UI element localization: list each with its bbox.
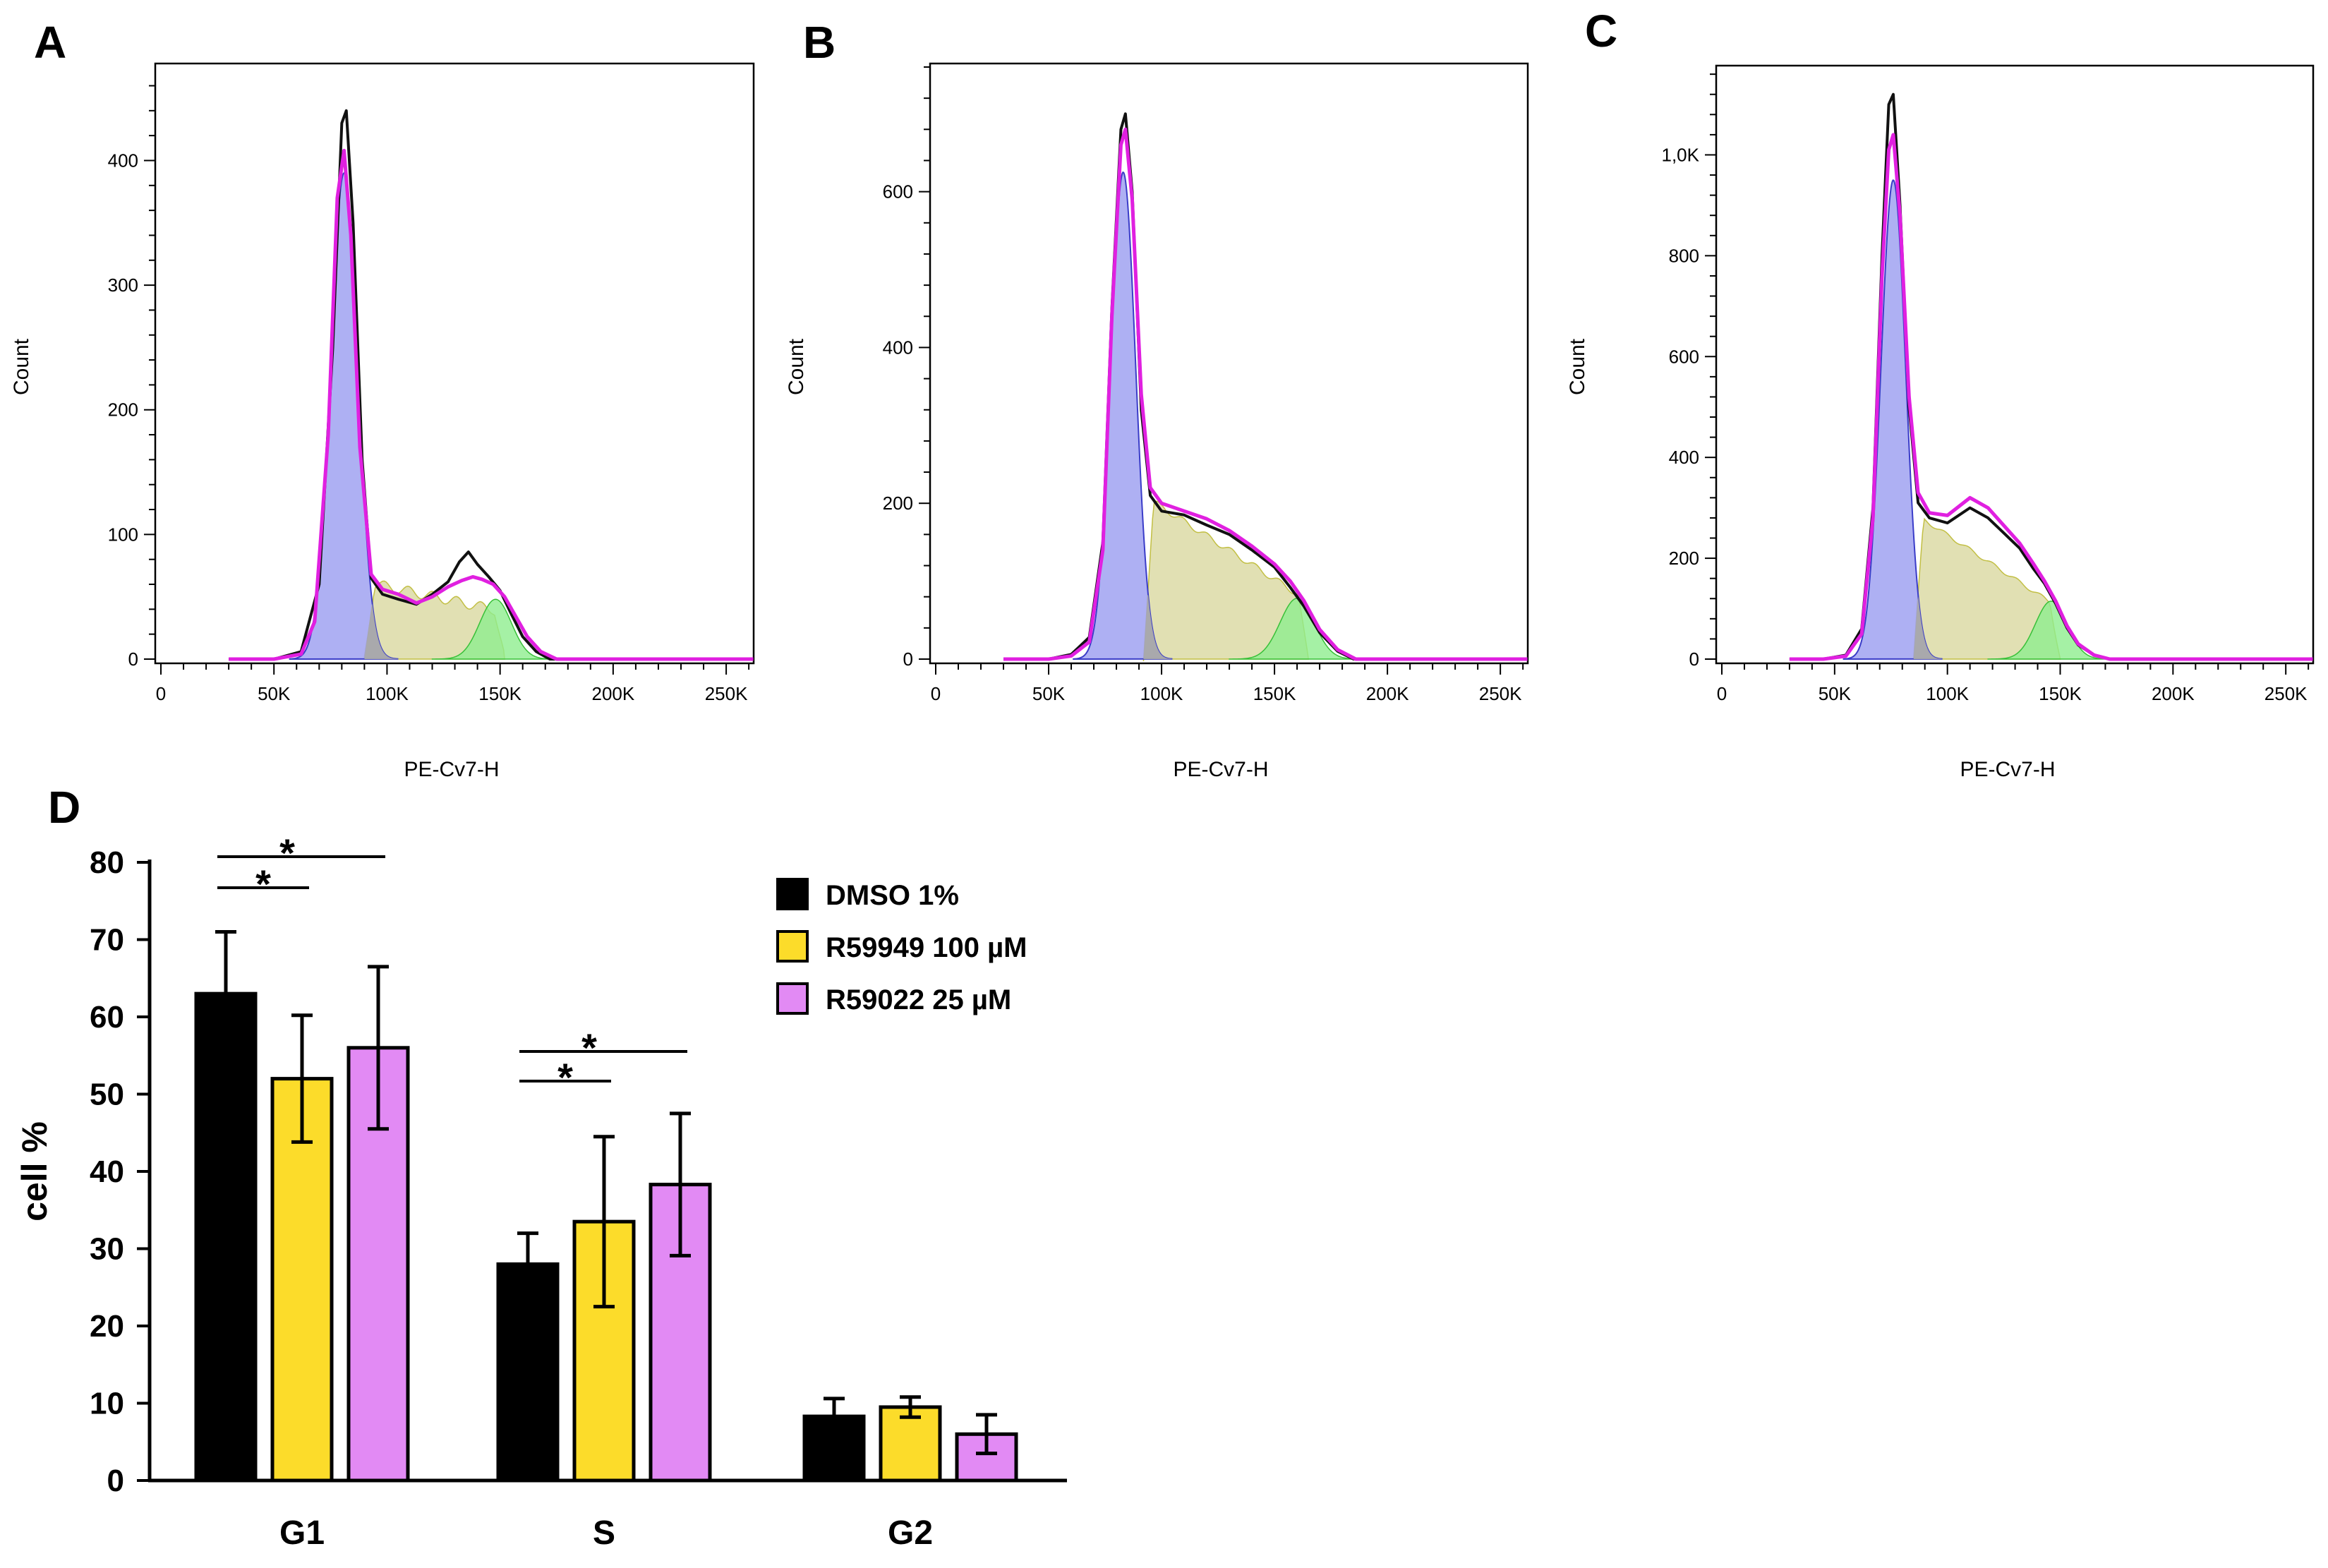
legend-swatch-1 bbox=[776, 878, 809, 910]
y-tick-label-b: 600 bbox=[883, 181, 913, 203]
bar-y-tick-label: 0 bbox=[107, 1464, 124, 1498]
bar-g1-series-2 bbox=[270, 1077, 334, 1483]
legend-label-1: DMSO 1% bbox=[826, 880, 959, 911]
y-tick-label-b: 400 bbox=[883, 337, 913, 358]
x-tick-label-b: 200K bbox=[1366, 683, 1409, 704]
y-tick-label-c: 1,0K bbox=[1662, 144, 1700, 165]
data-histogram-line-a bbox=[229, 148, 754, 661]
significance-star: * bbox=[557, 1055, 573, 1099]
x-axis-label-b: PE-Cv7-H bbox=[1173, 758, 1268, 781]
overlap-region-c bbox=[1913, 596, 1943, 659]
s-phase-fit-b bbox=[1142, 500, 1309, 661]
x-tick-label-c: 0 bbox=[1717, 683, 1727, 704]
bar-y-tick-label: 70 bbox=[90, 923, 124, 958]
y-tick-label-a: 400 bbox=[108, 150, 138, 171]
panel-label-c: C bbox=[1585, 6, 1617, 56]
bar-y-tick-label: 80 bbox=[90, 845, 124, 880]
y-tick-label-c: 200 bbox=[1669, 548, 1699, 569]
y-tick-label-c: 600 bbox=[1669, 346, 1699, 367]
significance-star: * bbox=[255, 862, 271, 906]
x-axis-label-c: PE-Cv7-H bbox=[1960, 758, 2055, 781]
y-axis-label-c: Count bbox=[1566, 338, 1589, 395]
bar-s-series-1 bbox=[496, 1262, 560, 1483]
bar-y-tick-label: 10 bbox=[90, 1387, 124, 1421]
g2-fit-a bbox=[431, 598, 559, 660]
y-tick-label-b: 0 bbox=[903, 649, 913, 670]
plot-frame-a bbox=[154, 62, 755, 665]
x-tick-label-c: 250K bbox=[2264, 683, 2308, 704]
x-tick-label-a: 200K bbox=[592, 683, 635, 704]
y-tick-label-c: 800 bbox=[1669, 245, 1699, 266]
g1-fit-c bbox=[1843, 179, 1943, 661]
g1-fit-b bbox=[1073, 171, 1173, 661]
y-tick-label-c: 0 bbox=[1689, 649, 1699, 670]
flow-panel-b: B 0 50K 100K 150K 200K 250K 0 200 400 600 PE-Cv7-… bbox=[785, 17, 1529, 781]
x-tick-label-a: 100K bbox=[366, 683, 409, 704]
y-tick-label-a: 100 bbox=[108, 524, 138, 545]
x-tick-label-c: 150K bbox=[2039, 683, 2082, 704]
y-axis-label-b: Count bbox=[785, 338, 808, 395]
y-tick-label-a: 200 bbox=[108, 399, 138, 421]
significance-star: * bbox=[279, 831, 295, 875]
overlap-region-b bbox=[1143, 594, 1174, 659]
y-tick-label-c: 400 bbox=[1669, 447, 1699, 468]
bar-category-label: S bbox=[593, 1514, 615, 1552]
s-phase-fit-c bbox=[1912, 517, 2061, 660]
x-tick-label-c: 50K bbox=[1819, 683, 1852, 704]
bar-y-axis-label: cell % bbox=[15, 1121, 54, 1222]
panel-label-a: A bbox=[34, 17, 66, 68]
flow-panel-a: A 0 50K 100K 150K 200K 250K 0 100 200 300 400 PE-C… bbox=[10, 17, 755, 781]
x-tick-label-b: 50K bbox=[1032, 683, 1066, 704]
bar-y-tick-label: 20 bbox=[90, 1309, 124, 1344]
bar-g2-series-2 bbox=[879, 1405, 942, 1483]
y-tick-label-b: 200 bbox=[883, 493, 913, 514]
bar-y-tick-label: 40 bbox=[90, 1154, 124, 1189]
panel-label-d: D bbox=[48, 782, 80, 833]
legend-label-2: R59949 100 µM bbox=[826, 932, 1027, 963]
x-axis-label-a: PE-Cv7-H bbox=[404, 758, 499, 781]
data-histogram-line-b bbox=[1003, 127, 1528, 661]
panel-label-b: B bbox=[803, 17, 836, 68]
y-tick-label-a: 300 bbox=[108, 275, 138, 296]
x-tick-label-a: 0 bbox=[156, 683, 166, 704]
x-tick-label-b: 250K bbox=[1479, 683, 1522, 704]
x-tick-label-c: 200K bbox=[2152, 683, 2195, 704]
bar-y-tick-label: 30 bbox=[90, 1232, 124, 1267]
x-tick-label-a: 250K bbox=[705, 683, 748, 704]
bar-y-tick-label: 50 bbox=[90, 1078, 124, 1112]
overlap-region-a bbox=[364, 603, 399, 659]
bar-category-label: G1 bbox=[279, 1514, 325, 1552]
x-tick-label-b: 100K bbox=[1140, 683, 1183, 704]
x-tick-label-a: 150K bbox=[478, 683, 521, 704]
bar-y-tick-label: 60 bbox=[90, 1000, 124, 1035]
x-tick-label-b: 150K bbox=[1253, 683, 1296, 704]
flow-panel-c: C 0 50K 100K 150K 200K 250K02004006008001,0K … bbox=[1566, 6, 2315, 781]
significance-star: * bbox=[581, 1025, 597, 1070]
x-tick-label-c: 100K bbox=[1926, 683, 1969, 704]
y-axis-label-a: Count bbox=[10, 338, 33, 395]
bar-g1-series-1 bbox=[194, 991, 258, 1483]
x-tick-label-a: 50K bbox=[258, 683, 291, 704]
data-histogram-line-c bbox=[1789, 133, 2313, 661]
g2-fit-c bbox=[1987, 601, 2115, 660]
y-tick-label-a: 0 bbox=[128, 649, 138, 670]
bar-category-label: G2 bbox=[888, 1514, 933, 1552]
x-tick-label-b: 0 bbox=[931, 683, 941, 704]
plot-frame-c bbox=[1715, 64, 2315, 665]
legend-label-3: R59022 25 µM bbox=[826, 984, 1011, 1015]
legend-swatch-3 bbox=[776, 982, 809, 1015]
legend-swatch-2 bbox=[776, 930, 809, 963]
